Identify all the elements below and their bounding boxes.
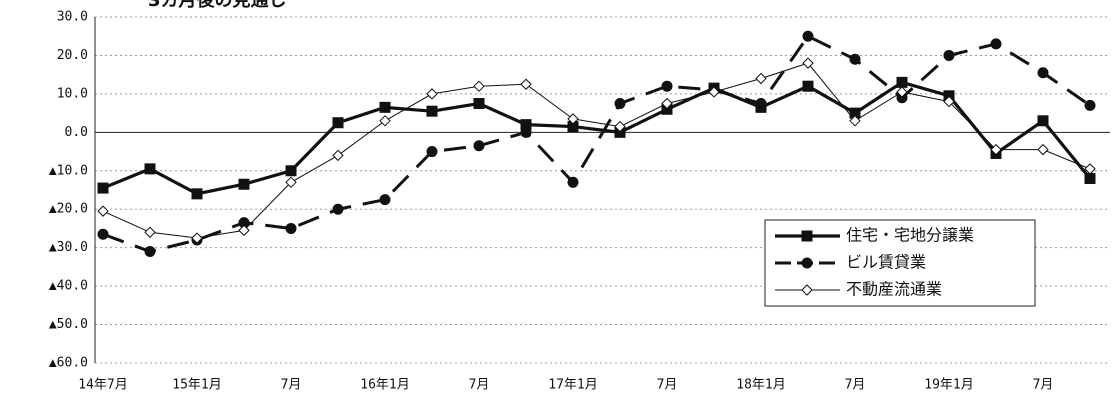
marker (191, 232, 203, 244)
x-tick-label: 7月 (845, 378, 866, 393)
marker (1037, 67, 1049, 79)
marker (567, 176, 579, 188)
marker (801, 284, 813, 296)
y-tick-label: ▲10.0 (49, 163, 88, 178)
marker (144, 163, 156, 175)
x-tick-label: 7月 (469, 378, 490, 393)
x-tick-label: 7月 (657, 378, 678, 393)
marker (473, 140, 485, 152)
marker (849, 53, 861, 65)
marker (332, 117, 344, 129)
marker (896, 76, 908, 88)
marker (191, 188, 203, 200)
marker (1084, 163, 1096, 175)
marker (801, 257, 813, 269)
marker (379, 101, 391, 113)
marker (473, 80, 485, 92)
marker (661, 97, 673, 110)
series-line (102, 34, 1091, 254)
marker (332, 203, 344, 215)
marker (567, 113, 579, 125)
marker (379, 194, 391, 206)
x-tick-label: 18年1月 (736, 378, 785, 393)
x-tick-label: 17年1月 (548, 378, 597, 393)
marker (285, 165, 297, 177)
series-line (102, 62, 1091, 239)
marker (802, 57, 814, 69)
y-tick-label: ▲30.0 (49, 240, 88, 255)
series-line (102, 80, 1092, 196)
y-tick-label: ▲40.0 (49, 279, 88, 294)
marker (97, 205, 109, 217)
marker (1037, 143, 1049, 156)
marker (802, 30, 814, 42)
x-tick-label: 16年1月 (360, 378, 409, 393)
marker (614, 120, 626, 133)
y-tick-label: 0.0 (65, 125, 88, 140)
y-tick-label: ▲60.0 (49, 356, 88, 371)
marker (896, 86, 908, 98)
legend-label: 不動産流通業 (846, 280, 942, 299)
y-tick-label: ▲20.0 (49, 202, 88, 217)
x-tick-label: 15年1月 (172, 378, 221, 393)
marker (520, 126, 532, 138)
y-tick-label: 20.0 (57, 48, 88, 63)
chart-title: 3カ月後の見通し (148, 0, 287, 11)
marker (332, 149, 344, 162)
marker (802, 80, 814, 92)
marker (708, 86, 720, 98)
x-tick-label: 14年7月 (78, 378, 127, 393)
marker (473, 98, 485, 109)
legend-label: 住宅・宅地分譲業 (846, 226, 974, 245)
marker (614, 98, 626, 109)
marker (520, 78, 532, 90)
marker (426, 146, 438, 158)
marker (285, 222, 297, 234)
marker (426, 105, 438, 117)
marker (661, 80, 673, 92)
y-tick-label: 10.0 (57, 86, 88, 101)
y-tick-label: 30.0 (57, 10, 88, 25)
marker (238, 224, 250, 237)
marker (144, 246, 156, 258)
marker (755, 98, 767, 109)
marker (990, 38, 1002, 50)
marker (1037, 115, 1049, 127)
marker (97, 182, 109, 194)
x-tick-label: 7月 (1033, 378, 1054, 393)
marker (426, 88, 438, 100)
marker (801, 230, 813, 242)
marker (97, 228, 109, 240)
x-tick-label: 19年1月 (924, 378, 973, 393)
y-tick-label: ▲50.0 (49, 317, 88, 332)
legend-label: ビル賃貸業 (846, 253, 926, 272)
marker (1084, 172, 1096, 184)
marker (238, 178, 250, 190)
marker (943, 49, 955, 61)
marker (1084, 99, 1096, 111)
marker (990, 143, 1002, 156)
marker (943, 95, 955, 108)
marker (144, 226, 156, 238)
marker (285, 176, 297, 189)
marker (849, 115, 861, 127)
x-tick-label: 7月 (281, 378, 302, 393)
marker (755, 72, 767, 85)
marker (379, 115, 391, 127)
